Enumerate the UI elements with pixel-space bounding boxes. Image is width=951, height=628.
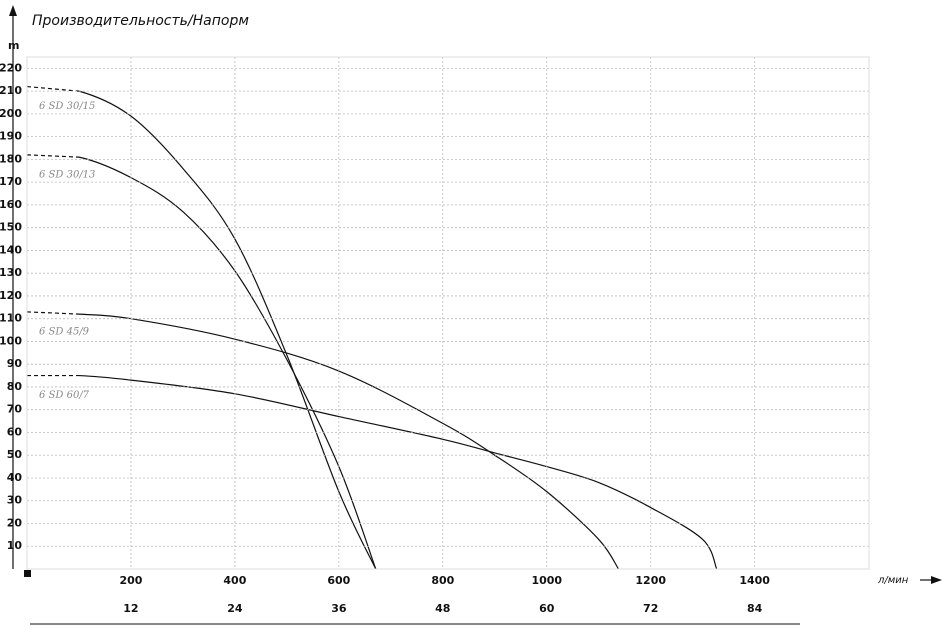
series-label: 6 SD 30/15	[39, 101, 95, 112]
curve-start	[26, 154, 80, 158]
curve-start	[26, 85, 80, 92]
x-tick-label: 1400	[739, 574, 770, 587]
x-tick-label: 800	[431, 574, 454, 587]
plot-area	[26, 56, 870, 570]
y-tick-label: 40	[7, 471, 23, 484]
series-label: 6 SD 60/7	[39, 390, 90, 401]
y-tick-label: 180	[0, 152, 22, 165]
y-tick-label: 100	[0, 334, 22, 347]
chart-title: Производительность/Напорм	[32, 13, 249, 29]
x-tick-label: 600	[327, 574, 350, 587]
y-tick-label: 50	[7, 448, 23, 461]
curve	[78, 156, 377, 570]
y-tick-label: 190	[0, 130, 22, 143]
x2-tick-label: 48	[435, 602, 450, 615]
series-label: 6 SD 30/13	[39, 169, 95, 180]
curve-start	[26, 311, 80, 315]
y-tick-label: 70	[7, 403, 23, 416]
y-tick-label: 30	[7, 494, 23, 507]
y-tick-label: 120	[0, 289, 22, 302]
y-tick-label: 170	[0, 175, 22, 188]
x-tick-label: 1000	[531, 574, 562, 587]
x-tick-label: 200	[119, 574, 142, 587]
x-arrow-head	[931, 576, 942, 584]
y-tick-label: 220	[0, 61, 22, 74]
origin-marker	[24, 570, 31, 577]
x2-tick-label: 72	[643, 602, 658, 615]
y-tick-label: 20	[7, 516, 23, 529]
x-axis-label: л/мин	[877, 575, 909, 586]
y-tick-label: 160	[0, 198, 22, 211]
y-tick-label: 60	[7, 425, 23, 438]
y-axis-label: m	[8, 39, 19, 52]
y-tick-label: 130	[0, 266, 22, 279]
x2-tick-label: 12	[123, 602, 138, 615]
y-tick-label: 80	[7, 380, 23, 393]
y-tick-label: 200	[0, 107, 22, 120]
y-tick-label: 210	[0, 84, 22, 97]
curve	[78, 313, 619, 570]
x2-tick-label: 36	[331, 602, 347, 615]
x2-tick-label: 60	[539, 602, 555, 615]
x2-tick-label: 24	[227, 602, 243, 615]
series-label: 6 SD 45/9	[39, 326, 90, 337]
y-tick-label: 10	[7, 539, 23, 552]
curve	[78, 90, 377, 570]
x-tick-label: 1200	[635, 574, 666, 587]
curve	[78, 374, 718, 570]
x-tick-label: 400	[223, 574, 246, 587]
y-tick-label: 140	[0, 243, 22, 256]
y-tick-label: 150	[0, 221, 22, 234]
x2-tick-label: 84	[747, 602, 763, 615]
y-tick-label: 90	[7, 357, 23, 370]
y-tick-label: 110	[0, 312, 22, 325]
y-arrow-head	[9, 5, 17, 16]
